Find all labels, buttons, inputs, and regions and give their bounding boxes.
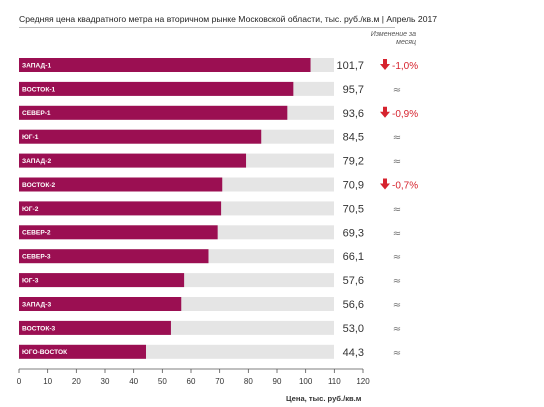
down-arrow-icon (380, 178, 390, 190)
change-label: ≈ (393, 157, 401, 168)
change-label: ≈ (393, 228, 401, 239)
category-label: СЕВЕР-3 (22, 254, 51, 261)
x-tick-label: 40 (129, 377, 138, 386)
value-label: 84,5 (343, 132, 364, 144)
x-tick-label: 110 (328, 377, 341, 386)
change-label: ≈ (393, 276, 401, 287)
category-label: СЕВЕР-2 (22, 230, 51, 237)
value-label: 56,6 (343, 299, 364, 311)
x-tick-label: 0 (17, 377, 22, 386)
change-label: ≈ (393, 85, 401, 96)
bar (19, 129, 262, 144)
x-tick-label: 100 (299, 377, 313, 386)
x-tick-label: 80 (244, 377, 253, 386)
down-arrow-icon (380, 59, 390, 70)
x-tick-label: 10 (43, 377, 52, 386)
category-label: ЮГ-1 (22, 134, 39, 141)
value-label: 53,0 (343, 323, 364, 335)
x-tick-label: 20 (72, 377, 81, 386)
x-tick-label: 120 (356, 377, 370, 386)
category-label: ЮГО-ВОСТОК (22, 349, 68, 356)
x-tick-label: 30 (101, 377, 110, 386)
value-label: 79,2 (343, 156, 364, 168)
value-label: 93,6 (343, 108, 364, 120)
category-label: ЗАПАД-2 (22, 158, 51, 165)
category-label: ВОСТОК-1 (22, 86, 56, 93)
x-tick-label: 70 (215, 377, 224, 386)
category-label: ЗАПАД-3 (22, 301, 51, 308)
value-label: 57,6 (343, 275, 364, 287)
category-label: ВОСТОК-3 (22, 325, 56, 332)
bar (19, 273, 185, 288)
x-tick-label: 60 (187, 377, 196, 386)
value-label: 70,9 (343, 180, 364, 192)
bar (19, 225, 218, 240)
change-label: ≈ (393, 204, 401, 215)
change-label: ≈ (393, 300, 401, 311)
category-label: ЮГ-3 (22, 278, 39, 285)
category-label: ЗАПАД-1 (22, 62, 51, 69)
bar (19, 105, 288, 120)
bar (19, 320, 171, 335)
change-label: -0,7% (392, 181, 418, 192)
change-label: ≈ (393, 133, 401, 144)
x-tick-label: 90 (273, 377, 282, 386)
x-axis-label: Цена, тыс. руб./кв.м (286, 394, 362, 403)
bar (19, 58, 311, 72)
change-label: ≈ (393, 348, 401, 359)
bar (19, 249, 209, 264)
value-label: 95,7 (343, 84, 364, 96)
bar (19, 153, 247, 168)
bar (19, 344, 146, 359)
value-label: 66,1 (343, 251, 364, 263)
change-label: ≈ (393, 324, 401, 335)
bar (19, 297, 182, 311)
down-arrow-icon (380, 106, 390, 118)
value-label: 69,3 (343, 227, 364, 239)
category-label: СЕВЕР-1 (22, 110, 51, 117)
value-label: 101,7 (336, 60, 364, 72)
bar (19, 81, 294, 96)
value-label: 70,5 (343, 203, 364, 215)
value-label: 44,3 (343, 347, 364, 359)
category-label: ЮГ-2 (22, 206, 39, 213)
bar (19, 177, 223, 192)
change-label: ≈ (393, 252, 401, 263)
change-label: -1,0% (392, 61, 418, 72)
change-column-header: Изменение за месяц (370, 31, 416, 46)
change-label: -0,9% (392, 109, 418, 120)
bar (19, 201, 222, 216)
title-divider (19, 27, 395, 28)
category-label: ВОСТОК-2 (22, 182, 56, 189)
x-tick-label: 50 (158, 377, 167, 386)
chart-title: Средняя цена квадратного метра на вторич… (19, 14, 438, 24)
